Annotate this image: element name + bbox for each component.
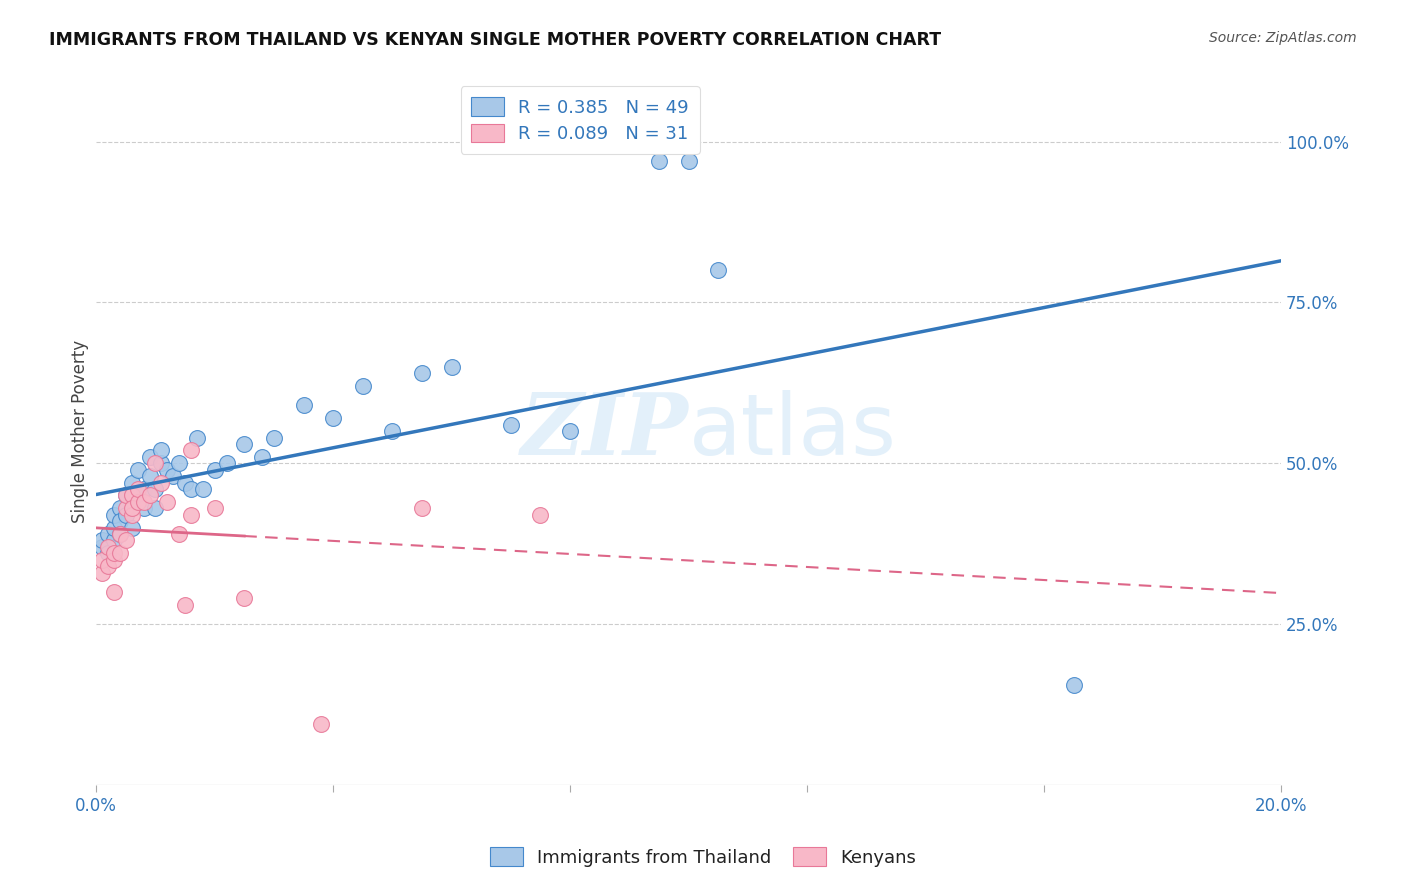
Point (648, 154, 671, 169)
Point (127, 495, 149, 509)
Point (91, 540, 114, 554)
Point (352, 379, 374, 393)
Legend: Immigrants from Thailand, Kenyans: Immigrants from Thailand, Kenyans (482, 840, 924, 874)
Point (292, 398, 315, 412)
Point (180, 508, 202, 522)
Point (162, 469, 184, 483)
Point (121, 488, 143, 502)
Point (174, 598, 197, 612)
Point (263, 431, 285, 445)
Point (121, 488, 143, 502)
Point (440, 359, 463, 374)
Point (108, 527, 131, 541)
Point (108, 527, 131, 541)
Point (132, 501, 155, 516)
Point (114, 488, 136, 502)
Point (132, 482, 155, 496)
Point (121, 520, 143, 534)
Point (250, 450, 273, 464)
Point (114, 488, 136, 502)
Text: atlas: atlas (689, 390, 897, 473)
Point (233, 591, 256, 606)
Point (411, 501, 433, 516)
Text: IMMIGRANTS FROM THAILAND VS KENYAN SINGLE MOTHER POVERTY CORRELATION CHART: IMMIGRANTS FROM THAILAND VS KENYAN SINGL… (49, 31, 942, 49)
Text: Source: ZipAtlas.com: Source: ZipAtlas.com (1209, 31, 1357, 45)
Point (167, 527, 190, 541)
Point (381, 424, 404, 438)
Point (311, 716, 333, 731)
Point (145, 501, 167, 516)
Point (150, 475, 173, 490)
Point (91, 533, 114, 548)
Point (138, 488, 160, 502)
Text: ZIP: ZIP (520, 389, 689, 473)
Point (180, 443, 202, 458)
Legend: R = 0.385   N = 49, R = 0.089   N = 31: R = 0.385 N = 49, R = 0.089 N = 31 (461, 87, 700, 154)
Point (215, 456, 238, 470)
Point (97, 559, 120, 574)
Point (145, 482, 167, 496)
Point (233, 437, 256, 451)
Point (97, 527, 120, 541)
Point (150, 443, 173, 458)
Point (127, 463, 149, 477)
Point (707, 263, 730, 277)
Point (103, 546, 125, 560)
Point (204, 463, 226, 477)
Point (91, 566, 114, 580)
Point (204, 501, 226, 516)
Point (108, 501, 131, 516)
Point (322, 411, 344, 425)
Point (114, 508, 136, 522)
Point (97, 546, 120, 560)
Point (114, 501, 136, 516)
Point (156, 495, 179, 509)
Point (411, 366, 433, 380)
Point (127, 482, 149, 496)
Point (678, 154, 700, 169)
Y-axis label: Single Mother Poverty: Single Mother Poverty (72, 340, 89, 523)
Point (138, 469, 160, 483)
Point (103, 585, 125, 599)
Point (103, 508, 125, 522)
Point (127, 495, 149, 509)
Point (138, 450, 160, 464)
Point (121, 508, 143, 522)
Point (174, 475, 197, 490)
Point (91, 552, 114, 566)
Point (103, 520, 125, 534)
Point (156, 463, 179, 477)
Point (121, 501, 143, 516)
Point (1063, 678, 1085, 692)
Point (499, 417, 522, 432)
Point (150, 456, 173, 470)
Point (167, 456, 190, 470)
Point (103, 552, 125, 566)
Point (186, 431, 208, 445)
Point (180, 482, 202, 496)
Point (191, 482, 214, 496)
Point (114, 533, 136, 548)
Point (121, 475, 143, 490)
Point (132, 495, 155, 509)
Point (145, 456, 167, 470)
Point (108, 546, 131, 560)
Point (558, 424, 581, 438)
Point (103, 533, 125, 548)
Point (97, 540, 120, 554)
Point (529, 508, 551, 522)
Point (108, 514, 131, 528)
